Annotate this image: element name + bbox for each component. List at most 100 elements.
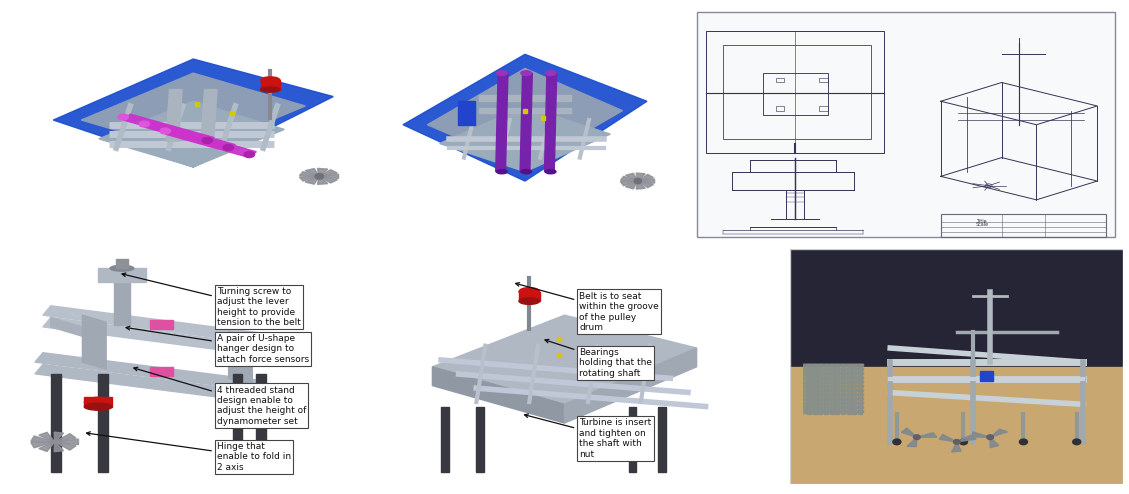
- Polygon shape: [804, 364, 864, 367]
- Polygon shape: [658, 407, 666, 472]
- Ellipse shape: [519, 298, 540, 304]
- Text: Title: Title: [975, 218, 987, 224]
- Polygon shape: [956, 435, 977, 442]
- Ellipse shape: [111, 265, 134, 271]
- Polygon shape: [54, 434, 76, 442]
- Polygon shape: [804, 411, 864, 414]
- Circle shape: [987, 435, 994, 440]
- Text: 4 threaded stand
design enable to
adjust the height of
dynamometer set: 4 threaded stand design enable to adjust…: [134, 367, 306, 426]
- Polygon shape: [165, 128, 256, 158]
- Bar: [819, 78, 828, 82]
- Polygon shape: [804, 381, 864, 384]
- Polygon shape: [629, 407, 637, 472]
- Polygon shape: [403, 54, 647, 181]
- Polygon shape: [990, 437, 999, 448]
- Polygon shape: [564, 348, 697, 423]
- Circle shape: [913, 435, 920, 440]
- Polygon shape: [145, 121, 235, 151]
- Polygon shape: [621, 176, 638, 181]
- Polygon shape: [636, 173, 645, 181]
- Ellipse shape: [202, 137, 212, 143]
- Polygon shape: [804, 398, 864, 401]
- Bar: [480, 108, 571, 113]
- Polygon shape: [320, 176, 338, 183]
- Ellipse shape: [519, 288, 540, 296]
- Polygon shape: [201, 89, 217, 141]
- Circle shape: [634, 178, 641, 184]
- Polygon shape: [256, 374, 266, 472]
- Polygon shape: [114, 273, 130, 325]
- Polygon shape: [544, 73, 557, 172]
- Text: Turning screw to
adjust the lever
height to provide
tension to the belt: Turning screw to adjust the lever height…: [122, 273, 300, 327]
- Polygon shape: [638, 174, 654, 181]
- Polygon shape: [38, 442, 54, 452]
- Ellipse shape: [85, 397, 112, 407]
- Bar: [706, 31, 884, 153]
- Bar: [149, 367, 173, 376]
- Bar: [480, 95, 571, 101]
- Ellipse shape: [520, 169, 532, 174]
- Polygon shape: [30, 442, 54, 448]
- Polygon shape: [305, 176, 320, 184]
- Polygon shape: [901, 428, 917, 437]
- Bar: [149, 320, 173, 329]
- Text: Bearings
holding that the
rotating shaft: Bearings holding that the rotating shaft: [545, 339, 653, 378]
- Polygon shape: [51, 374, 61, 472]
- Polygon shape: [952, 442, 961, 452]
- Polygon shape: [804, 377, 864, 380]
- Polygon shape: [830, 365, 833, 414]
- Ellipse shape: [497, 71, 507, 76]
- Text: Scale: Scale: [975, 222, 989, 227]
- Bar: [762, 73, 828, 116]
- Polygon shape: [54, 432, 63, 442]
- Bar: [940, 214, 1106, 238]
- Ellipse shape: [261, 87, 280, 92]
- Polygon shape: [233, 374, 243, 472]
- Ellipse shape: [224, 145, 234, 151]
- Polygon shape: [217, 334, 264, 358]
- Bar: [980, 371, 994, 381]
- Circle shape: [893, 439, 901, 445]
- Polygon shape: [636, 181, 645, 189]
- Polygon shape: [638, 179, 655, 183]
- Polygon shape: [907, 437, 917, 447]
- Bar: [724, 45, 872, 139]
- Polygon shape: [43, 318, 269, 355]
- Polygon shape: [520, 73, 532, 172]
- Polygon shape: [428, 69, 622, 167]
- Polygon shape: [54, 442, 63, 452]
- Bar: [776, 106, 785, 111]
- Polygon shape: [835, 365, 839, 414]
- Polygon shape: [625, 181, 638, 189]
- Polygon shape: [81, 73, 305, 153]
- Polygon shape: [116, 259, 128, 268]
- Text: Belt is to seat
within the groove
of the pulley
drum: Belt is to seat within the groove of the…: [516, 283, 659, 332]
- Bar: [458, 101, 474, 125]
- Ellipse shape: [85, 403, 112, 410]
- Polygon shape: [638, 181, 654, 188]
- Circle shape: [315, 173, 324, 179]
- Circle shape: [954, 440, 960, 444]
- Ellipse shape: [545, 71, 555, 76]
- Polygon shape: [441, 407, 448, 472]
- Polygon shape: [990, 429, 1007, 437]
- Polygon shape: [99, 101, 285, 167]
- Ellipse shape: [520, 71, 532, 76]
- Polygon shape: [35, 365, 264, 402]
- Ellipse shape: [261, 77, 280, 83]
- Polygon shape: [939, 434, 956, 442]
- Polygon shape: [228, 331, 253, 385]
- Polygon shape: [35, 353, 264, 390]
- Polygon shape: [317, 176, 327, 184]
- Polygon shape: [30, 436, 54, 442]
- Polygon shape: [98, 374, 108, 472]
- Polygon shape: [53, 59, 333, 167]
- Circle shape: [1019, 439, 1027, 445]
- Polygon shape: [85, 397, 112, 407]
- Polygon shape: [82, 315, 106, 369]
- Polygon shape: [804, 407, 864, 410]
- Polygon shape: [51, 318, 98, 341]
- Polygon shape: [819, 365, 822, 414]
- Polygon shape: [299, 176, 320, 181]
- Text: A pair of U-shape
hanger design to
attach force sensors: A pair of U-shape hanger design to attac…: [126, 327, 309, 364]
